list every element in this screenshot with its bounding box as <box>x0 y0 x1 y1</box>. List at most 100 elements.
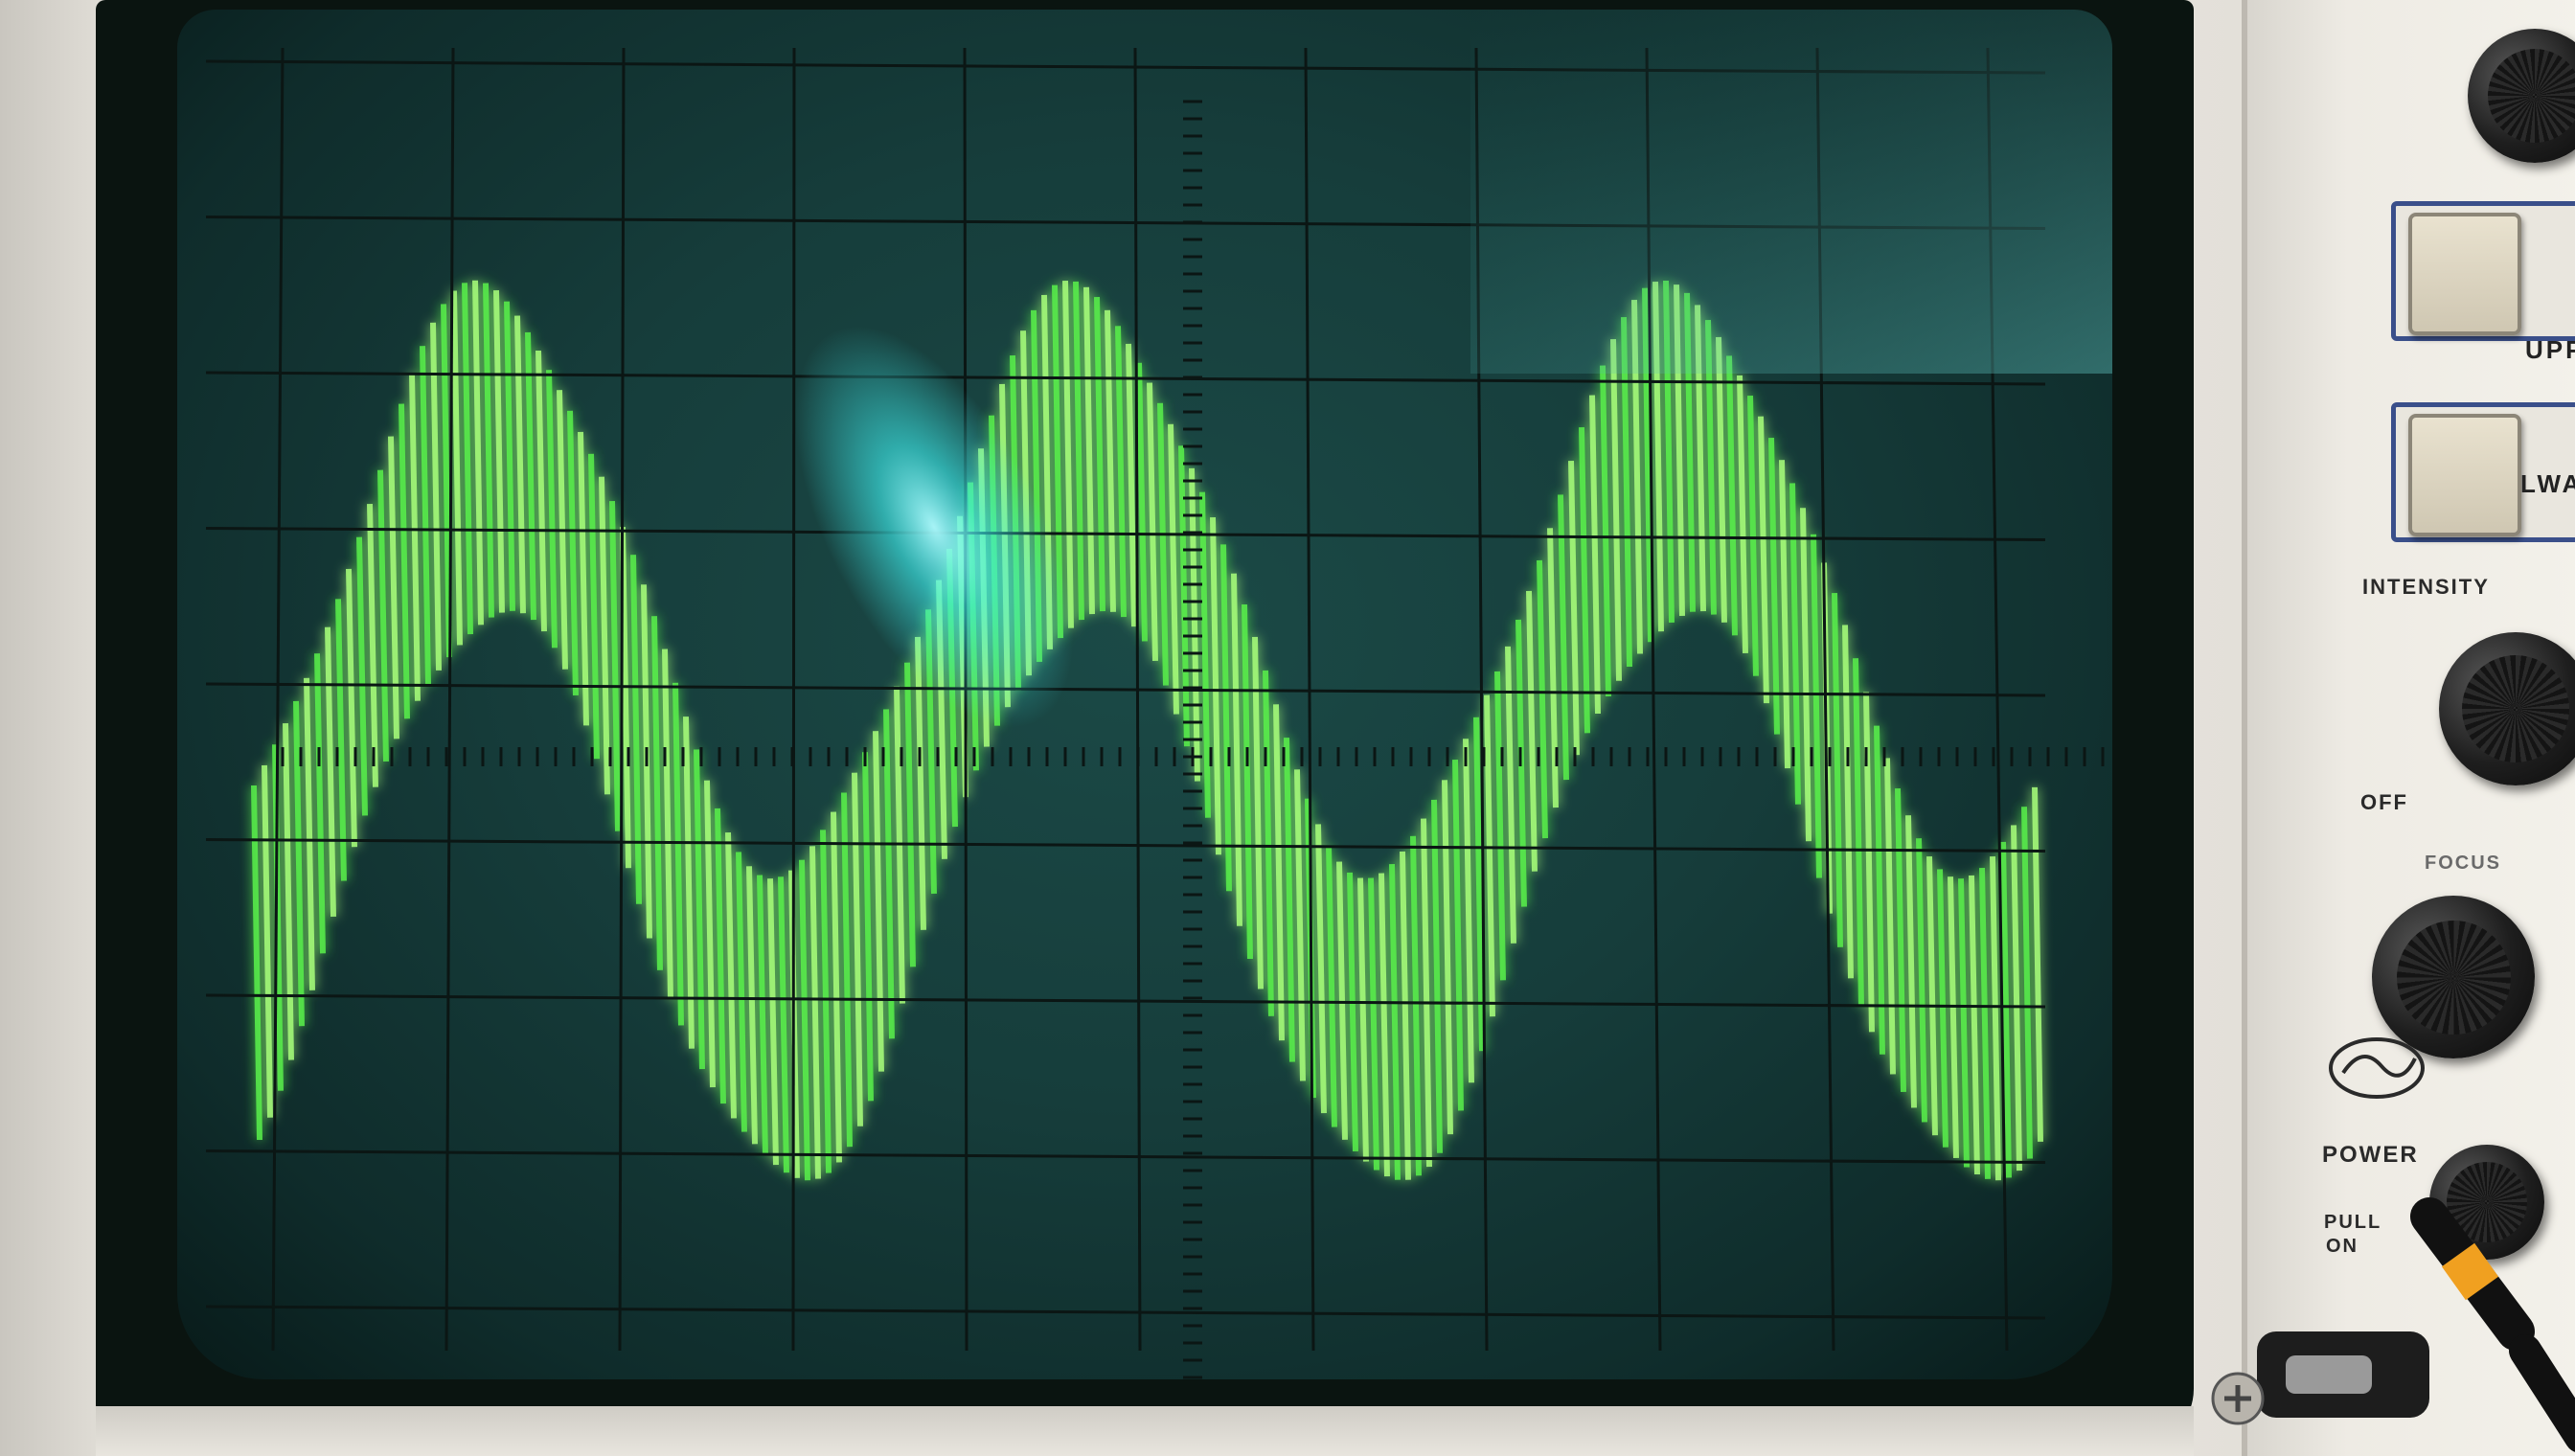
trace-stroke <box>1494 671 1506 981</box>
top-knob[interactable] <box>2468 29 2575 163</box>
trace-stroke <box>2011 825 2022 1172</box>
trace-stroke <box>262 764 273 1118</box>
trace-stroke <box>1062 280 1074 628</box>
trace-stroke <box>1610 339 1622 681</box>
grid-line-horizontal <box>205 371 2046 386</box>
trace-stroke <box>1832 593 1843 947</box>
trace-stroke <box>1315 824 1327 1114</box>
trace-stroke <box>1547 528 1559 808</box>
trace-stroke <box>1937 869 1948 1148</box>
power-switch[interactable] <box>2429 1145 2544 1260</box>
trace-stroke <box>462 283 473 635</box>
trace-stroke <box>1979 867 1991 1179</box>
focus-knob[interactable] <box>2372 896 2535 1058</box>
bezel-bottom <box>96 1406 2194 1456</box>
trace-stroke <box>1336 861 1348 1140</box>
trace-stroke <box>399 403 410 719</box>
trace-stroke <box>1347 872 1358 1151</box>
trace-stroke <box>409 373 421 701</box>
trace-stroke <box>1178 445 1190 747</box>
probe-connector-icon[interactable] <box>2391 1178 2575 1456</box>
trace-stroke <box>809 846 821 1179</box>
off-label: OFF <box>2360 790 2408 814</box>
trace-stroke <box>904 662 916 967</box>
trace-stroke <box>1073 281 1084 621</box>
trace-stroke <box>599 476 610 795</box>
trace-stroke <box>1231 573 1242 926</box>
trace-stroke <box>662 648 673 1000</box>
waveform-trace <box>251 280 2043 1181</box>
grid-line-vertical <box>1133 47 1142 1352</box>
bnc-connector-icon[interactable] <box>2247 1312 2439 1456</box>
trace-stroke <box>1537 559 1548 839</box>
trace-stroke <box>1558 494 1569 781</box>
trace-stroke <box>1357 877 1369 1162</box>
trace-stroke <box>546 370 558 648</box>
trace-stroke <box>630 555 642 904</box>
trace-stroke <box>683 717 695 1049</box>
upper-button-label: UPPR <box>2525 335 2575 364</box>
trace-stroke <box>1168 423 1179 715</box>
trace-stroke <box>293 700 305 1027</box>
trace-stroke <box>1990 856 2001 1181</box>
trace-stroke <box>335 599 347 881</box>
lower-button[interactable] <box>2408 414 2521 536</box>
trace-stroke <box>1863 692 1875 1033</box>
trace-stroke <box>620 527 631 869</box>
trace-stroke <box>1242 603 1253 960</box>
grid-line-vertical <box>444 47 455 1352</box>
trace-stroke <box>1126 343 1137 627</box>
trace-stroke <box>1473 717 1485 1052</box>
trace-stroke <box>1368 877 1379 1171</box>
trace-stroke <box>1589 395 1601 715</box>
trace-stroke <box>1431 799 1443 1153</box>
trace-stroke <box>704 780 716 1088</box>
intensity-knob[interactable] <box>2439 632 2575 785</box>
trace-stroke <box>356 536 368 816</box>
trace-stroke <box>578 431 589 726</box>
on-label: ON <box>2326 1236 2359 1257</box>
trace-stroke <box>746 866 758 1145</box>
trace-stroke <box>514 315 526 614</box>
trace-stroke <box>651 616 663 970</box>
trace-stroke <box>536 350 547 632</box>
grid-line-horizontal <box>205 527 2046 541</box>
trace-stroke <box>588 453 600 760</box>
screen-glare <box>794 326 1074 728</box>
trace-stroke <box>1389 864 1401 1180</box>
trace-stroke <box>1916 838 1927 1123</box>
trace-stroke <box>1094 296 1105 612</box>
trace-stroke <box>1800 508 1812 842</box>
trace-stroke <box>325 626 336 917</box>
logo-badge-icon <box>2329 1037 2425 1099</box>
grid-line-horizontal <box>205 1305 2046 1320</box>
trace-stroke <box>1484 694 1495 1017</box>
crt-display <box>205 10 2112 1379</box>
trace-stroke <box>1199 491 1211 818</box>
trace-stroke <box>715 808 726 1104</box>
trace-stroke <box>388 436 399 739</box>
trace-stroke <box>493 290 505 613</box>
trace-stroke <box>1220 544 1232 892</box>
grid-line-horizontal <box>205 682 2046 697</box>
grid-line-horizontal <box>205 993 2046 1009</box>
trace-stroke <box>1779 460 1790 769</box>
trace-stroke <box>1379 873 1390 1177</box>
trace-stroke <box>1136 362 1148 642</box>
grid-line-vertical <box>1304 47 1315 1352</box>
trace-stroke <box>799 859 810 1181</box>
trace-stroke <box>1252 636 1264 990</box>
trace-stroke <box>1884 758 1896 1075</box>
trace-stroke <box>314 653 326 954</box>
trace-stroke <box>1294 769 1306 1081</box>
trace-stroke <box>841 792 853 1148</box>
trace-stroke <box>1526 590 1538 872</box>
trace-stroke <box>1948 876 1959 1158</box>
trace-stroke <box>831 811 842 1163</box>
intensity-label: INTENSITY <box>2362 575 2490 599</box>
trace-stroke <box>1789 483 1801 805</box>
trace-stroke <box>251 785 262 1141</box>
upper-button[interactable] <box>2408 213 2521 335</box>
trace-stroke <box>1442 780 1453 1135</box>
trace-stroke <box>1505 646 1516 944</box>
